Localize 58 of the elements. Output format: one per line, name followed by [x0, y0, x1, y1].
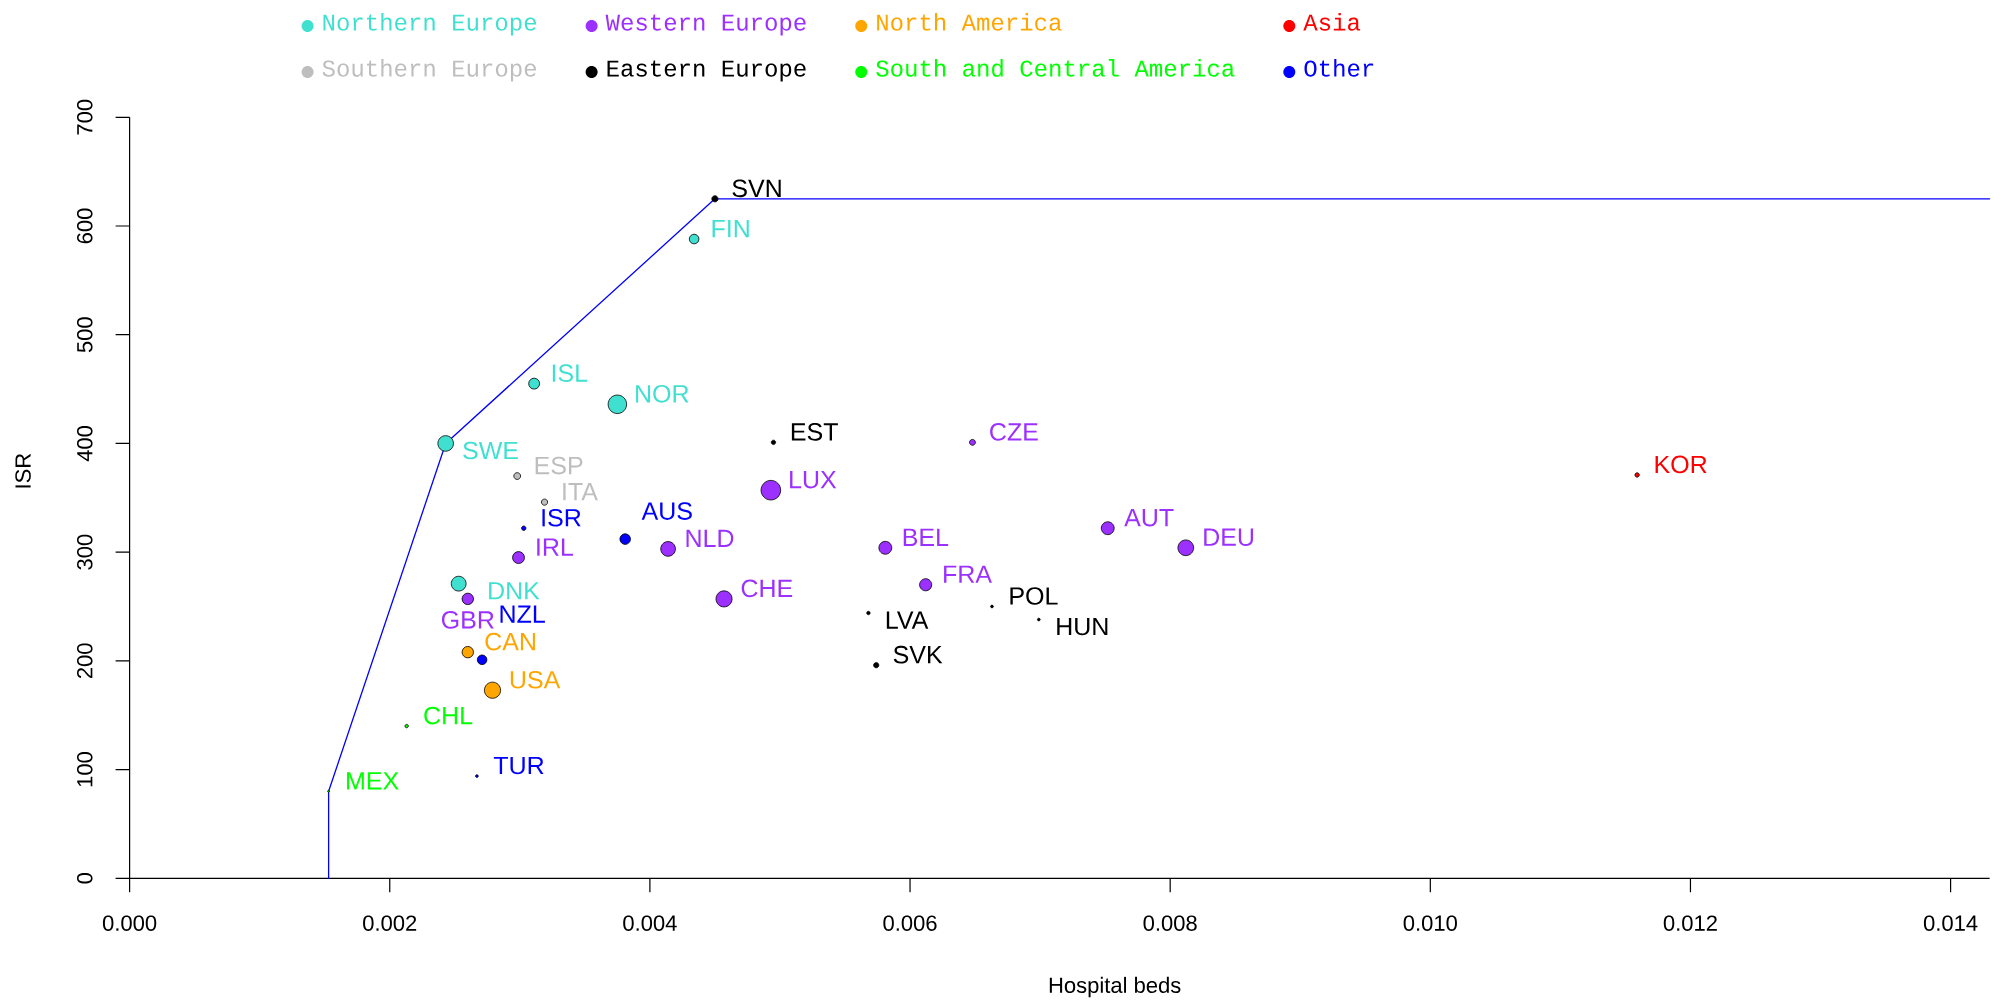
legend-label: Other [1304, 59, 1374, 77]
x-tick-label: 0.006 [883, 915, 937, 931]
annotation: POL [1010, 587, 1058, 605]
annotation: SVK [893, 645, 943, 664]
annotation: GBR [441, 611, 494, 629]
x-tick-label: 0.012 [1663, 915, 1717, 931]
y-tick-label: 0 [76, 873, 93, 884]
annotation: SVN [732, 179, 781, 198]
x-tick-label: 0.004 [623, 915, 677, 931]
annotation: KOR [1655, 455, 1707, 474]
annotation: ITA [563, 483, 598, 501]
annotation: AUS [641, 502, 692, 520]
annotation: TUR [493, 756, 544, 775]
y-tick-label: 500 [76, 317, 93, 353]
y-tick-label: 100 [76, 752, 93, 787]
annotation: NOR [636, 384, 689, 403]
annotation: NZL [500, 605, 545, 623]
x-tick-label: 0.002 [363, 915, 417, 931]
annotation: NLD [686, 529, 734, 547]
x-tick-label: 0.010 [1403, 915, 1457, 931]
annotation: CHE [741, 579, 793, 598]
y-tick-label: 300 [76, 534, 93, 570]
annotation: AUT [1124, 509, 1174, 527]
legend-label: Southern Europe [322, 59, 537, 82]
legend-label: Northern Europe [323, 13, 537, 36]
y-tick-label: 700 [76, 99, 93, 135]
legend-label: Western Europe [605, 14, 806, 36]
annotation: EST [791, 423, 838, 441]
y-axis-title: ISR [15, 453, 31, 488]
annotation: DNK [489, 582, 540, 600]
annotation: MEX [347, 772, 399, 790]
x-tick-label: 0.014 [1923, 915, 1978, 931]
annotation: DEU [1204, 528, 1254, 547]
annotation: ISL [552, 364, 588, 382]
annotation: ISR [542, 508, 581, 527]
annotation: CZE [990, 423, 1038, 441]
x-tick-label: 0.000 [102, 915, 157, 931]
annotation: BEL [903, 528, 949, 546]
y-tick-label: 400 [76, 425, 93, 462]
x-axis-title: Hospital beds [1049, 976, 1181, 998]
legend-label: Eastern Europe [607, 60, 806, 82]
annotation: USA [510, 670, 561, 689]
y-tick-label: 600 [76, 208, 93, 244]
annotation: LVA [886, 611, 929, 629]
annotation: ESP [535, 456, 583, 475]
annotation: FRA [944, 565, 992, 583]
legend-label: South and Central America [876, 59, 1235, 77]
annotation: CHL [424, 706, 473, 725]
legend-label: North America [877, 13, 1062, 31]
annotation: LUX [790, 470, 837, 489]
y-tick-label: 200 [76, 643, 93, 679]
annotation: CAN [485, 632, 535, 651]
annotation: IRL [537, 538, 573, 556]
annotation: HUN [1057, 617, 1108, 636]
annotation: FIN [712, 219, 749, 238]
x-tick-label: 0.008 [1143, 915, 1197, 931]
annotation: SWE [463, 441, 518, 460]
legend-label: Asia [1303, 13, 1361, 31]
